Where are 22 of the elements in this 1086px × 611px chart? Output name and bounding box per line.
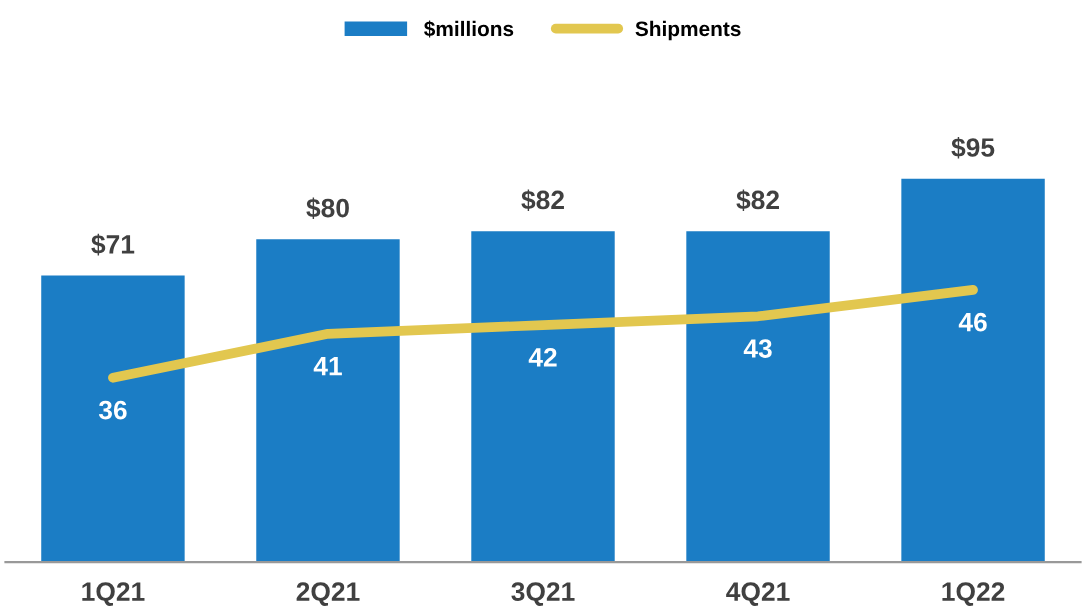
x-tick-label: 4Q21 (726, 582, 790, 606)
data-label: $95 (951, 137, 995, 159)
bar (471, 231, 615, 563)
data-label: $82 (521, 189, 564, 212)
bar (41, 275, 185, 563)
data-label: $71 (91, 233, 135, 256)
bar (901, 178, 1045, 563)
legend-label: Shipments (635, 20, 741, 41)
x-tick-label: 2Q21 (296, 582, 360, 606)
x-tick-label: 3Q21 (511, 582, 575, 606)
x-tick-label: 1Q21 (82, 582, 145, 606)
data-label: $80 (306, 197, 349, 220)
bar (686, 231, 830, 563)
data-label: 43 (743, 339, 772, 358)
data-label: $82 (736, 189, 779, 212)
legend-label: $millions (424, 20, 514, 38)
data-label: 36 (98, 400, 127, 420)
data-label: 42 (528, 347, 557, 367)
data-label: 46 (958, 312, 987, 332)
x-tick-label: 1Q22 (942, 582, 1005, 606)
data-label: 41 (313, 357, 342, 376)
bar (256, 239, 400, 563)
